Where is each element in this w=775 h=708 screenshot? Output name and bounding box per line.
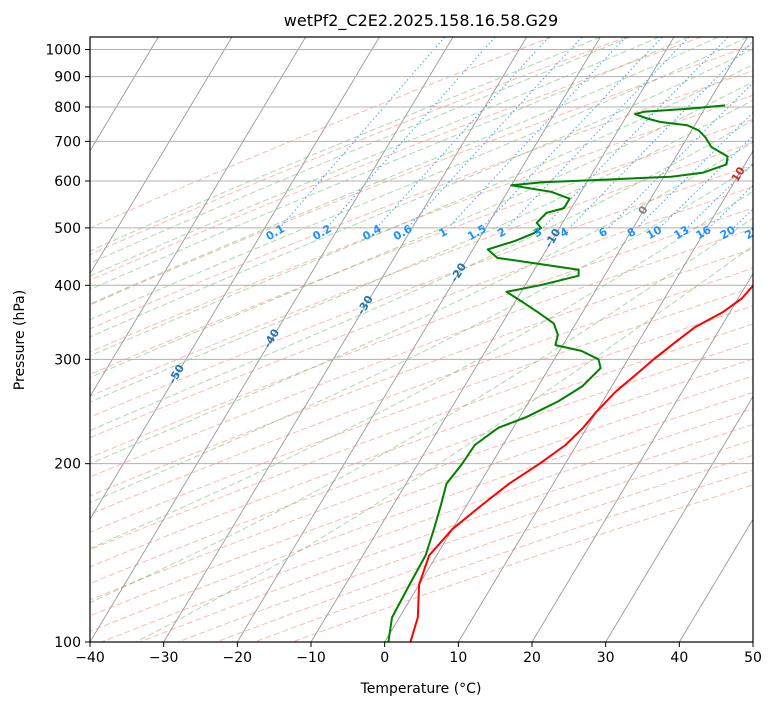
dewpoint-profile-line (387, 104, 729, 642)
moist-adiabat (90, 37, 719, 305)
isotherm-line (310, 37, 675, 642)
profile-lines (387, 104, 753, 642)
isotherm-line (90, 37, 159, 152)
moist-adiabat (90, 64, 753, 357)
isotherm-line (90, 37, 380, 521)
x-tick-label: −10 (296, 650, 326, 666)
moist-adiabat (90, 190, 753, 550)
mixing-ratio-line (608, 82, 753, 229)
mixing-ratio-line (686, 162, 753, 229)
chart-title: wetPf2_C2E2.2025.158.16.58.G29 (284, 11, 558, 31)
moist-adiabat (90, 37, 601, 252)
dry-adiabat (90, 267, 753, 515)
y-axis-label: Pressure (hPa) (12, 290, 28, 390)
moist-adiabat (90, 119, 753, 432)
isotherm-line (90, 37, 307, 398)
isotherm-line (605, 395, 753, 642)
moist-adiabat (90, 37, 660, 277)
y-tick-label: 1000 (45, 43, 81, 59)
mixing-ratio-line (447, 37, 627, 229)
x-tick-label: 30 (597, 650, 615, 666)
isotherm-line (90, 37, 454, 642)
dry-adiabat (90, 286, 753, 533)
y-tick-label: 600 (54, 174, 81, 190)
isotherm-line (678, 518, 753, 642)
isotherm-line (90, 37, 233, 275)
y-tick-label: 300 (54, 352, 81, 368)
dry-adiabat (90, 375, 753, 617)
dry-adiabat (90, 323, 753, 568)
x-tick-label: 0 (380, 650, 389, 666)
plot-background (90, 37, 753, 642)
mixing-ratio-label: 25 (743, 223, 763, 242)
x-tick-label: 20 (523, 650, 541, 666)
dry-adiabat (90, 37, 702, 281)
y-tick-label: 100 (54, 635, 81, 651)
dry-adiabat (90, 164, 753, 418)
y-axis: 100 200 300 400 500 600 700 800 900 1000 (45, 43, 90, 651)
dry-adiabat (90, 186, 753, 439)
y-tick-label: 800 (54, 100, 81, 116)
y-tick-label: 900 (54, 70, 81, 86)
isotherm-line (163, 37, 528, 642)
moist-adiabat (90, 37, 748, 321)
x-tick-label: −40 (75, 650, 105, 666)
y-tick-label: 200 (54, 457, 81, 473)
dry-adiabat (90, 37, 552, 229)
moist-adiabat (90, 37, 630, 264)
background-lines (90, 37, 753, 642)
temperature-profile-line (409, 283, 753, 642)
moist-adiabat (90, 141, 753, 465)
moist-adiabat (90, 99, 753, 403)
x-tick-label: −30 (149, 650, 179, 666)
x-tick-label: 10 (449, 650, 467, 666)
y-tick-label: 700 (54, 134, 81, 150)
mixing-ratio-line (481, 37, 663, 229)
x-tick-label: 40 (670, 650, 688, 666)
moist-adiabat (90, 165, 753, 504)
y-tick-label: 500 (54, 221, 81, 237)
isotherm-line (384, 37, 749, 642)
isotherm-line (531, 272, 753, 642)
plot-frame (89, 36, 754, 643)
mixing-ratio-line (407, 37, 583, 229)
x-axis-label: Temperature (°C) (360, 681, 482, 697)
dry-adiabat (90, 141, 753, 397)
dry-adiabat (90, 341, 753, 585)
dry-adiabat (90, 37, 627, 256)
x-tick-label: −20 (223, 650, 253, 666)
x-tick-label: 50 (744, 650, 762, 666)
mixing-ratio-line (542, 37, 729, 229)
dry-adiabat (90, 228, 753, 478)
isotherm-line (236, 37, 601, 642)
x-axis: −40 −30 −20 −10 0 10 20 30 40 50 (75, 642, 762, 666)
moist-adiabat (90, 37, 689, 291)
y-tick-label: 400 (54, 278, 81, 294)
isotherm-line (457, 150, 753, 642)
dry-adiabat (90, 70, 753, 330)
mixing-ratio-line (506, 37, 690, 229)
